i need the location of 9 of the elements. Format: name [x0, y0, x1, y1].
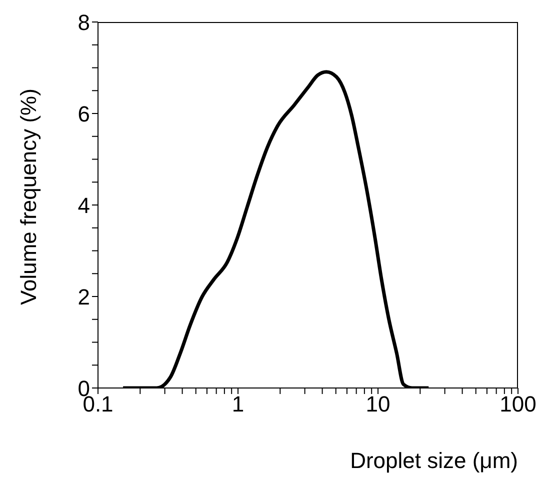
y-tick-label: 4	[78, 192, 90, 218]
y-tick-label: 6	[78, 101, 90, 126]
y-tick-label: 2	[78, 284, 90, 310]
x-tick-label: 1	[232, 392, 244, 417]
y-axis-title: Volume frequency (%)	[16, 88, 41, 305]
x-tick-label: 100	[500, 392, 536, 417]
x-axis-title: Droplet size (μm)	[350, 448, 518, 473]
y-tick-label: 8	[78, 10, 90, 35]
x-tick-label: 10	[366, 392, 390, 417]
